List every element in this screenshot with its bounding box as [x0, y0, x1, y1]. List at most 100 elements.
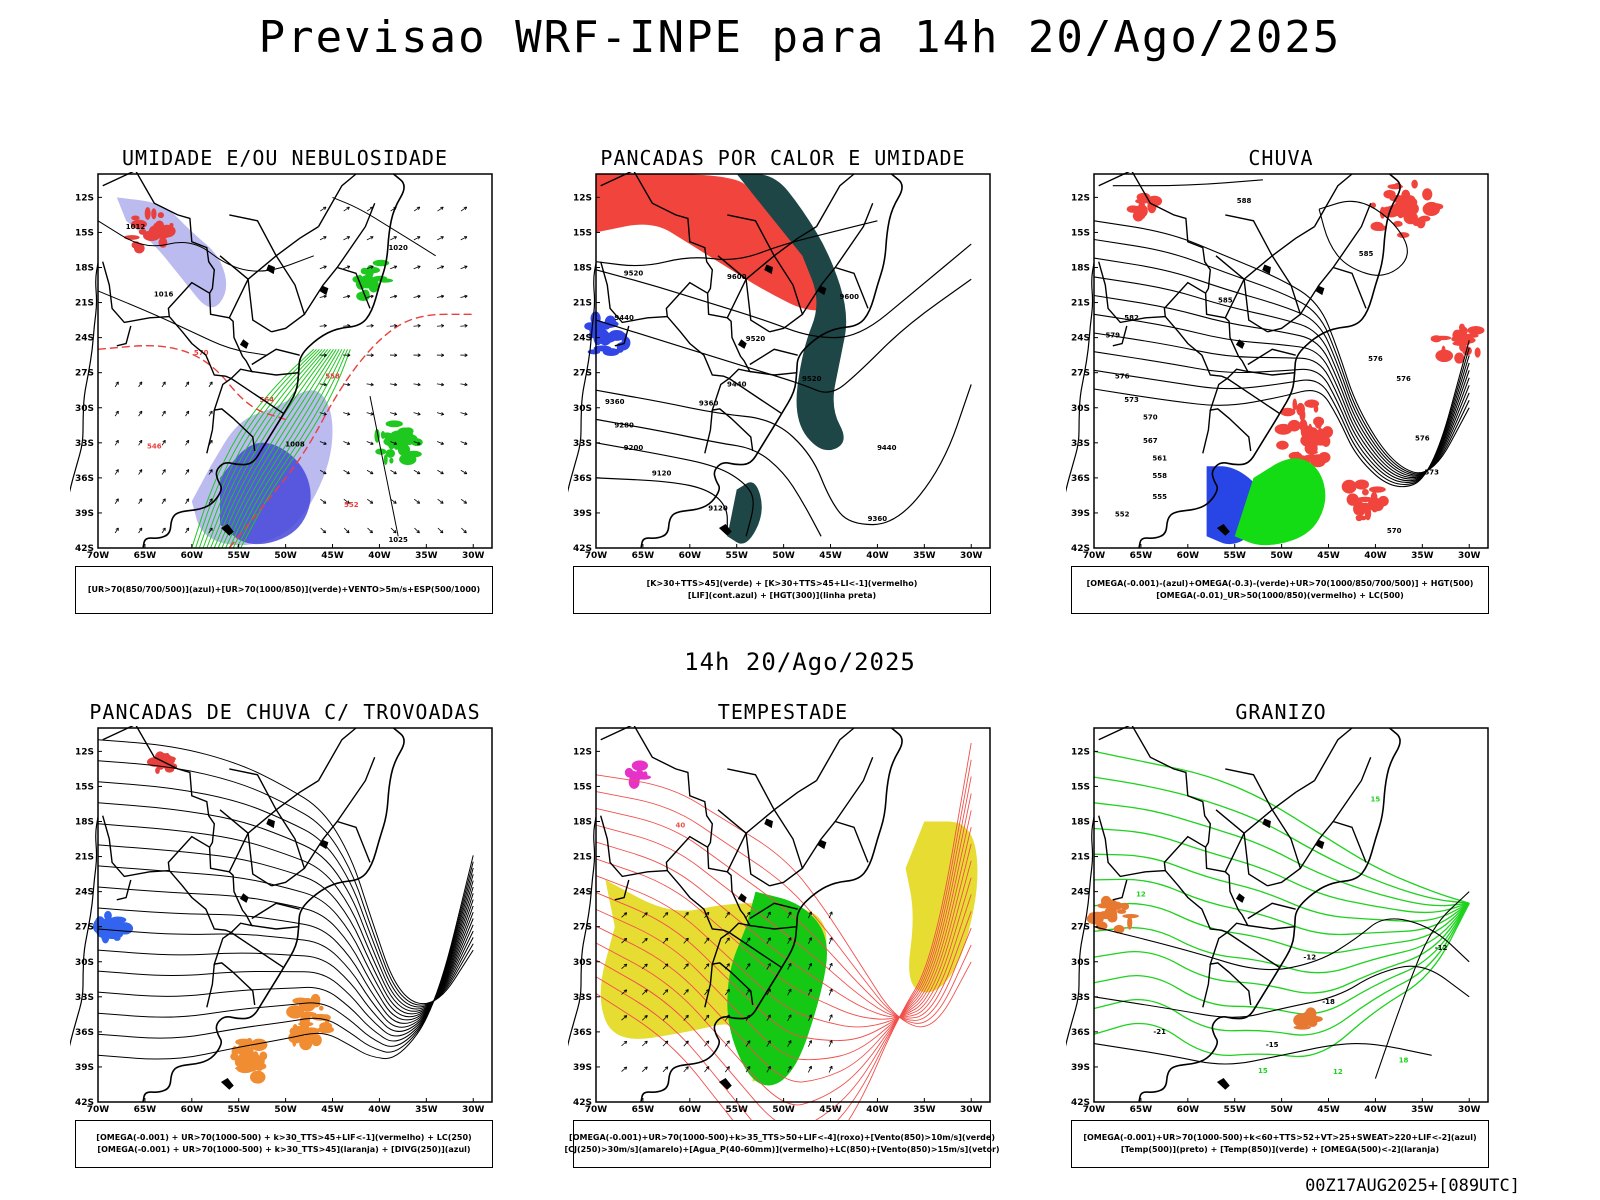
- wind-vector-850: [807, 937, 812, 945]
- wind-vector: [343, 206, 350, 212]
- wind-vector-850: [766, 1040, 771, 1047]
- lat-tick-label: 39S: [75, 1063, 94, 1073]
- rain-red-patch: [1282, 429, 1289, 434]
- state-border: [600, 261, 708, 324]
- vector-head: [726, 937, 730, 941]
- omega-orange-patch: [1113, 924, 1125, 934]
- wind-vector-850: [807, 1014, 812, 1022]
- caption-box: [OMEGA(-0.001)+UR>70(1000-500)+k>35_TTS>…: [564, 1120, 1000, 1168]
- vector-head: [323, 471, 327, 475]
- lon-tick-label: 45W: [819, 1105, 842, 1115]
- vector-head: [623, 912, 628, 916]
- lake: [1315, 839, 1325, 850]
- vector-head: [705, 937, 710, 942]
- rain-red-patch: [1286, 422, 1300, 431]
- temp850-contour: [1093, 902, 1470, 994]
- state-border: [1226, 377, 1281, 415]
- contour-label: 576: [1415, 434, 1430, 442]
- red-thickness-patch: [154, 224, 165, 233]
- lon-tick-label: 30W: [960, 1105, 983, 1115]
- state-border: [749, 348, 798, 366]
- state-border: [116, 879, 132, 901]
- state-border: [230, 931, 285, 969]
- wind-vector: [390, 498, 397, 504]
- caption-line: [UR>70(850/700/500)](azul)+[UR>70(1000/8…: [87, 585, 481, 594]
- thunder-orange-patch: [299, 1036, 313, 1051]
- vector-head: [323, 236, 327, 240]
- wind-vector: [390, 441, 397, 445]
- vector-head: [685, 937, 689, 942]
- state-border: [834, 820, 869, 863]
- red-thickness-patch: [131, 215, 140, 221]
- streamline-250: [97, 844, 474, 1015]
- state-border: [1225, 214, 1273, 257]
- vector-head: [788, 1040, 792, 1044]
- lat-tick-label: 36S: [75, 1028, 94, 1038]
- omega-orange-patch: [1116, 909, 1127, 914]
- vector-head: [747, 937, 751, 941]
- wind-vector: [460, 383, 468, 386]
- hgt500-contour: [1093, 347, 1470, 486]
- rain-red-patch: [1393, 220, 1403, 227]
- state-border: [102, 172, 216, 294]
- contour-label: 1016: [154, 291, 174, 299]
- state-border: [834, 266, 869, 309]
- vector-head: [623, 963, 628, 968]
- state-border: [219, 809, 249, 834]
- lon-tick-label: 40W: [368, 1105, 391, 1115]
- caption-box: [UR>70(850/700/500)](azul)+[UR>70(1000/8…: [75, 566, 493, 614]
- vector-head: [115, 498, 119, 502]
- vector-head: [185, 469, 190, 473]
- wind-vector-850: [828, 963, 833, 970]
- vector-head: [767, 963, 771, 967]
- wind-vector: [114, 469, 119, 475]
- wind-vector: [343, 383, 351, 386]
- vector-head: [115, 381, 119, 385]
- vector-head: [139, 439, 143, 444]
- lat-tick-label: 18S: [75, 264, 94, 274]
- low-level-humidity-contour: [236, 349, 348, 549]
- kindex-fill: [736, 174, 847, 451]
- red-thickness-patch: [123, 235, 140, 240]
- temp850-contour: [1093, 902, 1470, 1015]
- contour-label: 18: [1399, 1056, 1409, 1064]
- wind-vector-850: [807, 963, 812, 970]
- lon-tick-label: 45W: [321, 551, 344, 561]
- lat-tick-label: 24S: [573, 334, 592, 344]
- streamline-850: [595, 860, 972, 1028]
- wind-vector: [437, 441, 444, 445]
- vector-head: [323, 441, 327, 445]
- low-level-humidity-contour: [195, 348, 317, 549]
- thunder-orange-patch: [250, 1038, 268, 1051]
- vector-head: [369, 529, 373, 534]
- lon-tick-label: 35W: [1411, 551, 1434, 561]
- streamline-250: [97, 899, 474, 1024]
- contour-label: 9440: [727, 381, 747, 389]
- state-border: [727, 214, 775, 257]
- vector-head: [417, 382, 421, 387]
- vector-head: [440, 412, 445, 416]
- streamline-250: [97, 893, 474, 1028]
- vector-head: [347, 294, 351, 299]
- vector-head: [185, 527, 190, 531]
- wind-vector: [390, 236, 397, 241]
- fields-chuva: 588 585 582 579 576 573 570 567 561 558 555 552 585 5…: [1093, 179, 1485, 546]
- green-humidity-patch: [389, 457, 394, 464]
- lif-contour-patch: [596, 331, 608, 343]
- hgt-contour-9120: [595, 477, 728, 531]
- state-border: [219, 255, 249, 280]
- instability-purple-patch: [631, 760, 649, 771]
- lake: [239, 893, 249, 903]
- contour-label: 552: [344, 501, 359, 509]
- low-level-humidity-contour: [228, 349, 343, 549]
- state-border: [1332, 820, 1367, 863]
- contour-label: 9520: [802, 375, 822, 383]
- lat-tick-label: 33S: [573, 993, 592, 1003]
- state-border: [251, 370, 299, 376]
- streamline-250: [97, 802, 474, 1010]
- wind-vector: [343, 498, 350, 504]
- rain-red-patch: [1427, 203, 1444, 211]
- lat-tick-label: 39S: [75, 509, 94, 519]
- wind-vector: [460, 469, 468, 475]
- wind-vector-850: [724, 937, 730, 944]
